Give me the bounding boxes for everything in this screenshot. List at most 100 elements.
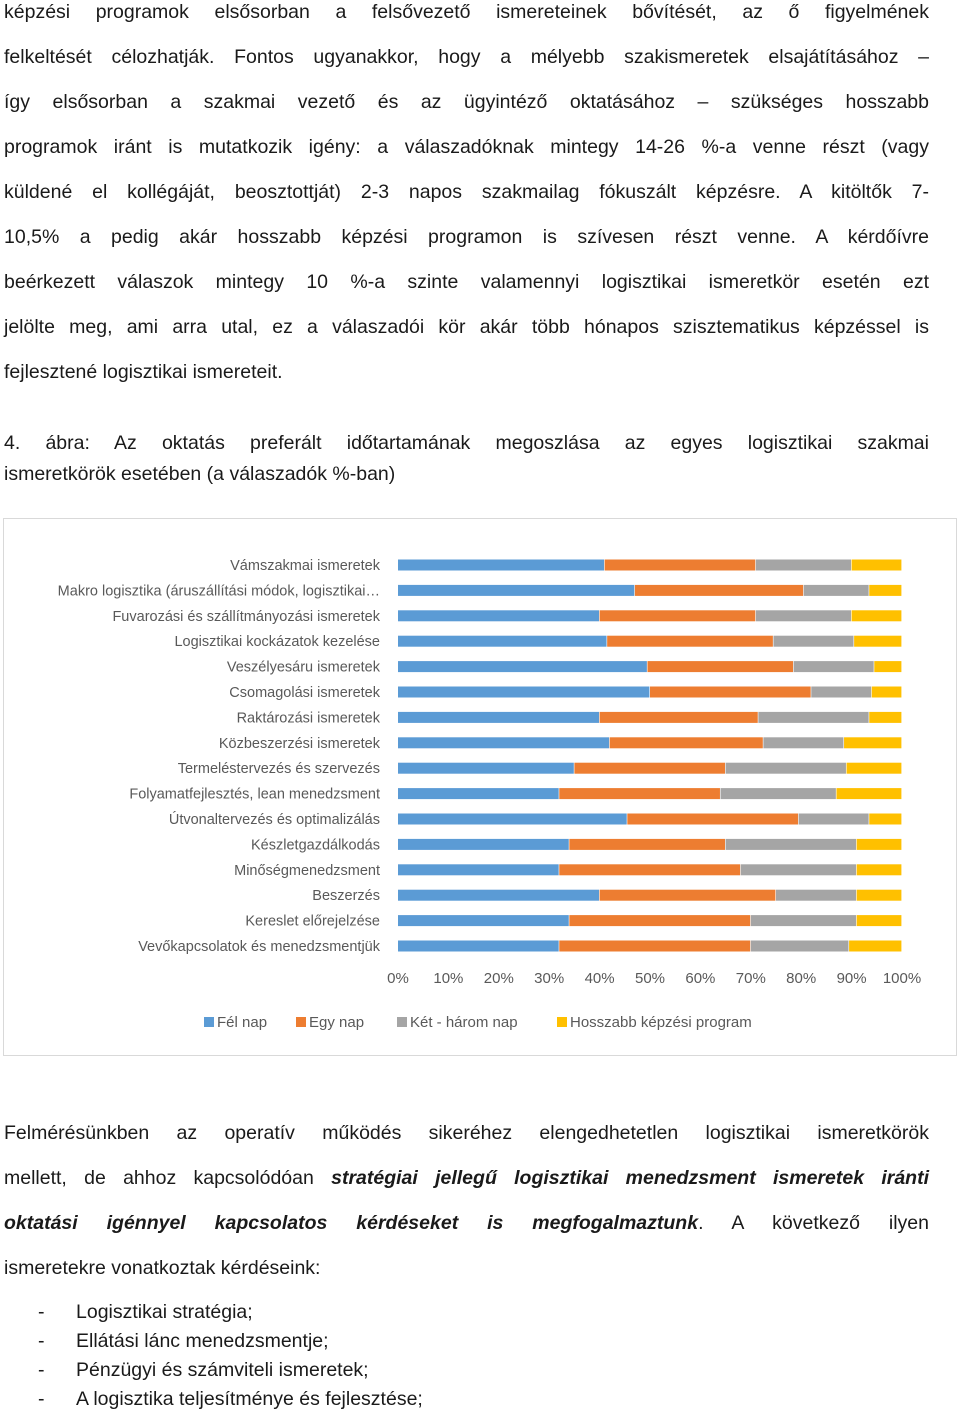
closing-text: . A következő ilyen bbox=[698, 1212, 929, 1234]
bar-segment-3 bbox=[750, 940, 849, 952]
x-tick-label: 30% bbox=[534, 970, 564, 987]
bar-segment-3 bbox=[811, 686, 872, 698]
bar-segment-3 bbox=[793, 661, 874, 673]
intro-line: felkeltését célozhatják. Fontos ugyanakk… bbox=[4, 46, 929, 68]
bar-segment-2 bbox=[609, 737, 763, 749]
x-tick-label: 60% bbox=[685, 970, 715, 987]
bar-segment-2 bbox=[607, 635, 773, 647]
stacked-bar-chart: Vámszakmai ismeretek Makro logisztika (ár… bbox=[3, 518, 957, 1056]
bar-segment-4 bbox=[846, 762, 902, 774]
category-label: Közbeszerzési ismeretek bbox=[219, 736, 381, 752]
list-item-text: Ellátási lánc menedzsmentje; bbox=[76, 1330, 329, 1352]
bar-segment-4 bbox=[849, 940, 902, 952]
bar-segment-2 bbox=[569, 838, 725, 850]
bar-segment-3 bbox=[798, 813, 869, 825]
category-label: Folyamatfejlesztés, lean menedzsment bbox=[129, 787, 380, 803]
bar-segment-3 bbox=[740, 864, 857, 876]
bar-segment-4 bbox=[856, 838, 902, 850]
bar-segment-2 bbox=[599, 889, 776, 901]
category-label: Makro logisztika (áruszállítási módok, l… bbox=[58, 583, 380, 599]
intro-paragraph: képzési programok elsősorban a felsőveze… bbox=[4, 0, 929, 395]
bar-segment-1 bbox=[398, 940, 559, 952]
bar-segment-3 bbox=[725, 838, 857, 850]
figure-caption: 4. ábra: Az oktatás preferált időtartamá… bbox=[4, 428, 929, 490]
intro-line: programok iránt is mutatkozik igény: a v… bbox=[4, 136, 929, 158]
bar-segment-1 bbox=[398, 584, 635, 596]
bar-segment-2 bbox=[559, 788, 720, 800]
closing-line: oktatási igénnyel kapcsolatos kérdéseket… bbox=[4, 1201, 929, 1246]
list-dash: - bbox=[38, 1388, 45, 1410]
bar-segment-4 bbox=[869, 584, 902, 596]
bar-segment-3 bbox=[720, 788, 836, 800]
x-tick-label: 0% bbox=[387, 970, 409, 987]
x-tick-label: 40% bbox=[585, 970, 615, 987]
list-item: - Pénzügyi és számviteli ismeretek; bbox=[38, 1356, 423, 1385]
x-tick-label: 100% bbox=[883, 970, 921, 987]
legend-label: Fél nap bbox=[217, 1014, 267, 1031]
intro-line: beérkezett válaszok mintegy 10 %-a szint… bbox=[4, 271, 929, 293]
bullet-list: - Logisztikai stratégia; - Ellátási lánc m… bbox=[38, 1298, 423, 1414]
bar-segment-2 bbox=[574, 762, 725, 774]
bar-segment-2 bbox=[559, 864, 741, 876]
bar-segment-1 bbox=[398, 559, 605, 571]
bar-segment-4 bbox=[856, 864, 902, 876]
bar-segment-1 bbox=[398, 788, 559, 800]
intro-line: 10,5% a pedig akár hosszabb képzési prog… bbox=[4, 226, 929, 248]
closing-text: mellett, de ahhoz kapcsolódóan bbox=[4, 1167, 332, 1189]
bar-segment-1 bbox=[398, 813, 627, 825]
closing-paragraph: Felmérésünkben az operatív működés siker… bbox=[4, 1111, 929, 1291]
bar-segment-4 bbox=[851, 610, 902, 622]
bar-segment-2 bbox=[650, 686, 811, 698]
category-label: Vevőkapcsolatok és menedzsmentjük bbox=[138, 939, 381, 955]
legend-swatch bbox=[397, 1017, 407, 1027]
legend-label: Egy nap bbox=[309, 1014, 364, 1031]
x-tick-label: 80% bbox=[786, 970, 816, 987]
closing-line: mellett, de ahhoz kapcsolódóan stratégia… bbox=[4, 1156, 929, 1201]
legend-label: Hosszabb képzési program bbox=[570, 1014, 752, 1031]
closing-line: Felmérésünkben az operatív működés siker… bbox=[4, 1122, 929, 1144]
category-label: Veszélyesáru ismeretek bbox=[227, 660, 381, 676]
bar-segment-2 bbox=[569, 915, 751, 927]
bar-segment-2 bbox=[604, 559, 756, 571]
bar-segment-2 bbox=[599, 711, 758, 723]
bar-segment-1 bbox=[398, 737, 610, 749]
legend-swatch bbox=[557, 1017, 567, 1027]
list-dash: - bbox=[38, 1359, 45, 1381]
category-label: Minőségmenedzsment bbox=[234, 863, 380, 879]
bar-segment-1 bbox=[398, 635, 607, 647]
x-tick-label: 50% bbox=[635, 970, 665, 987]
intro-line: így elsősorban a szakmai vezető és az üg… bbox=[4, 91, 929, 113]
bar-segment-3 bbox=[773, 635, 854, 647]
bar-segment-2 bbox=[599, 610, 756, 622]
category-label: Kereslet előrejelzése bbox=[245, 914, 380, 930]
intro-line: küldené el kollégáját, beosztottját) 2-3… bbox=[4, 181, 929, 203]
bar-segment-1 bbox=[398, 864, 559, 876]
list-item-text: A logisztika teljesítménye és fejlesztés… bbox=[76, 1388, 423, 1410]
x-tick-label: 70% bbox=[736, 970, 766, 987]
bar-segment-1 bbox=[398, 838, 569, 850]
category-label: Útvonaltervezés és optimalizálás bbox=[169, 811, 380, 828]
emphasis-text: oktatási igénnyel kapcsolatos kérdéseket… bbox=[4, 1212, 699, 1234]
list-dash: - bbox=[38, 1330, 45, 1352]
bar-segment-3 bbox=[758, 711, 869, 723]
bar-segment-3 bbox=[750, 915, 857, 927]
bar-segment-4 bbox=[856, 915, 902, 927]
bar-segment-4 bbox=[844, 737, 902, 749]
bar-segment-4 bbox=[836, 788, 902, 800]
x-tick-label: 10% bbox=[433, 970, 463, 987]
list-item-text: Logisztikai stratégia; bbox=[76, 1301, 253, 1323]
caption-line: 4. ábra: Az oktatás preferált időtartamá… bbox=[4, 432, 929, 454]
bar-segment-1 bbox=[398, 711, 599, 723]
bar-segment-1 bbox=[398, 762, 574, 774]
bar-segment-2 bbox=[647, 661, 794, 673]
bar-segment-4 bbox=[869, 711, 902, 723]
closing-line: ismeretekre vonatkoztak kérdéseink: bbox=[4, 1257, 321, 1279]
bar-segment-3 bbox=[776, 889, 857, 901]
intro-line: fejlesztené logisztikai ismereteit. bbox=[4, 361, 283, 383]
list-item: - Ellátási lánc menedzsmentje; bbox=[38, 1327, 423, 1356]
bar-segment-3 bbox=[763, 737, 844, 749]
category-label: Csomagolási ismeretek bbox=[229, 685, 380, 701]
bar-segment-4 bbox=[854, 635, 902, 647]
intro-line: jelölte meg, ami arra utal, ez a válasza… bbox=[4, 316, 929, 338]
bar-segment-1 bbox=[398, 889, 599, 901]
